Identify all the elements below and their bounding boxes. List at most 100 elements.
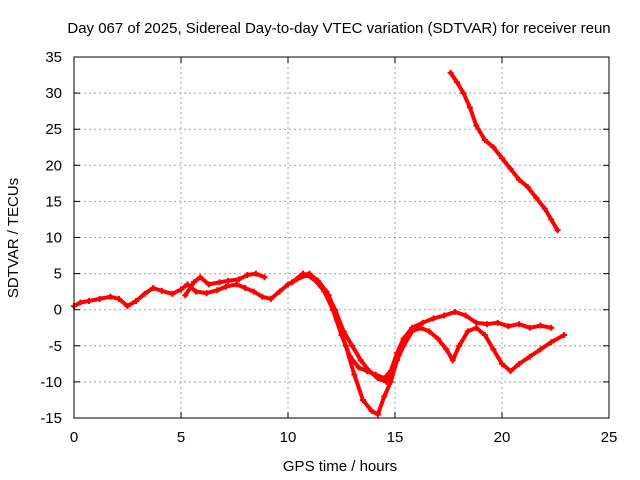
data-point bbox=[505, 323, 512, 330]
data-point bbox=[250, 288, 257, 295]
data-point bbox=[133, 298, 140, 305]
data-point bbox=[276, 288, 283, 295]
y-tick-label: -5 bbox=[49, 338, 62, 355]
data-point bbox=[306, 270, 313, 277]
data-point bbox=[141, 290, 148, 297]
data-point bbox=[357, 357, 364, 364]
chart-title: Day 067 of 2025, Sidereal Day-to-day VTE… bbox=[67, 20, 610, 37]
data-point bbox=[368, 407, 375, 414]
data-point bbox=[77, 299, 84, 306]
x-tick-label: 10 bbox=[280, 429, 297, 446]
data-point bbox=[216, 279, 223, 286]
data-point bbox=[473, 122, 480, 129]
data-point bbox=[494, 319, 501, 326]
data-point bbox=[499, 155, 505, 162]
data-point bbox=[516, 360, 523, 367]
data-point bbox=[456, 342, 463, 349]
series-1 bbox=[182, 270, 268, 299]
data-point bbox=[524, 183, 531, 190]
grid bbox=[74, 57, 609, 418]
data-point bbox=[222, 283, 229, 290]
data-point bbox=[462, 312, 469, 319]
y-tick-label: 30 bbox=[45, 85, 62, 102]
data-point bbox=[374, 411, 381, 418]
data-point bbox=[197, 274, 204, 281]
data-point bbox=[400, 342, 407, 349]
data-point bbox=[115, 295, 122, 302]
data-point bbox=[447, 69, 454, 76]
y-tick-label: -15 bbox=[40, 410, 62, 427]
data-point bbox=[449, 357, 456, 364]
data-point bbox=[267, 295, 274, 302]
data-point bbox=[499, 360, 505, 367]
data-point bbox=[466, 104, 473, 111]
data-point bbox=[299, 270, 306, 277]
data-point bbox=[507, 165, 514, 172]
data-point bbox=[481, 137, 488, 144]
data-point bbox=[259, 293, 266, 300]
data-point bbox=[342, 342, 349, 349]
series-line bbox=[183, 271, 267, 298]
data-point bbox=[394, 357, 401, 364]
data-point bbox=[490, 144, 497, 151]
data-point bbox=[516, 176, 523, 183]
data-point bbox=[434, 335, 441, 342]
x-tick-label: 15 bbox=[387, 429, 404, 446]
data-point bbox=[85, 298, 92, 305]
data-point bbox=[225, 277, 232, 284]
data-point bbox=[451, 308, 458, 315]
data-point bbox=[554, 227, 561, 234]
data-point bbox=[242, 285, 249, 292]
y-tick-label: -10 bbox=[40, 374, 62, 391]
series-3 bbox=[306, 270, 396, 385]
data-point bbox=[349, 342, 356, 349]
data-point bbox=[190, 279, 197, 286]
data-point bbox=[484, 321, 491, 328]
data-point bbox=[389, 364, 396, 371]
data-point bbox=[490, 346, 497, 353]
data-point bbox=[178, 286, 184, 293]
x-tick-label: 5 bbox=[177, 429, 185, 446]
axis-ticks: 0 5 10 15 20 25 -15 -10 -5 0 5 10 15 20 25 30 35 bbox=[40, 49, 617, 446]
y-tick-label: 25 bbox=[45, 121, 62, 138]
data-point bbox=[289, 279, 296, 286]
data-point bbox=[561, 331, 568, 338]
data-point bbox=[332, 306, 339, 313]
x-axis-label: GPS time / hours bbox=[283, 458, 397, 475]
series-line bbox=[448, 70, 560, 233]
data-point bbox=[516, 321, 523, 328]
data-point bbox=[537, 322, 544, 329]
data-point bbox=[107, 293, 114, 300]
data-point bbox=[507, 368, 514, 375]
data-point bbox=[374, 375, 381, 382]
data-point bbox=[430, 315, 437, 322]
x-tick-label: 20 bbox=[494, 429, 511, 446]
data-point bbox=[366, 368, 373, 375]
data-point bbox=[214, 287, 221, 294]
data-point bbox=[481, 331, 488, 338]
data-point bbox=[323, 288, 330, 295]
data-point bbox=[526, 324, 533, 331]
data-point bbox=[124, 303, 131, 310]
data-point bbox=[235, 276, 242, 283]
data-point bbox=[169, 290, 176, 297]
y-tick-label: 10 bbox=[45, 230, 62, 247]
data-point bbox=[443, 346, 450, 353]
data-point bbox=[533, 194, 540, 201]
data-point bbox=[203, 290, 210, 297]
data-point bbox=[541, 205, 548, 212]
y-tick-label: 20 bbox=[45, 157, 62, 174]
data-point bbox=[192, 288, 199, 295]
data-point bbox=[548, 339, 555, 346]
y-axis-label: SDTVAR / TECUs bbox=[5, 178, 22, 298]
data-point bbox=[150, 285, 157, 292]
series-0 bbox=[71, 272, 555, 382]
data-point bbox=[460, 90, 467, 97]
x-tick-label: 0 bbox=[70, 429, 78, 446]
data-point bbox=[383, 378, 390, 385]
data-point bbox=[419, 319, 426, 326]
series-line bbox=[72, 273, 554, 381]
data-point bbox=[441, 312, 448, 319]
data-point bbox=[96, 295, 103, 302]
